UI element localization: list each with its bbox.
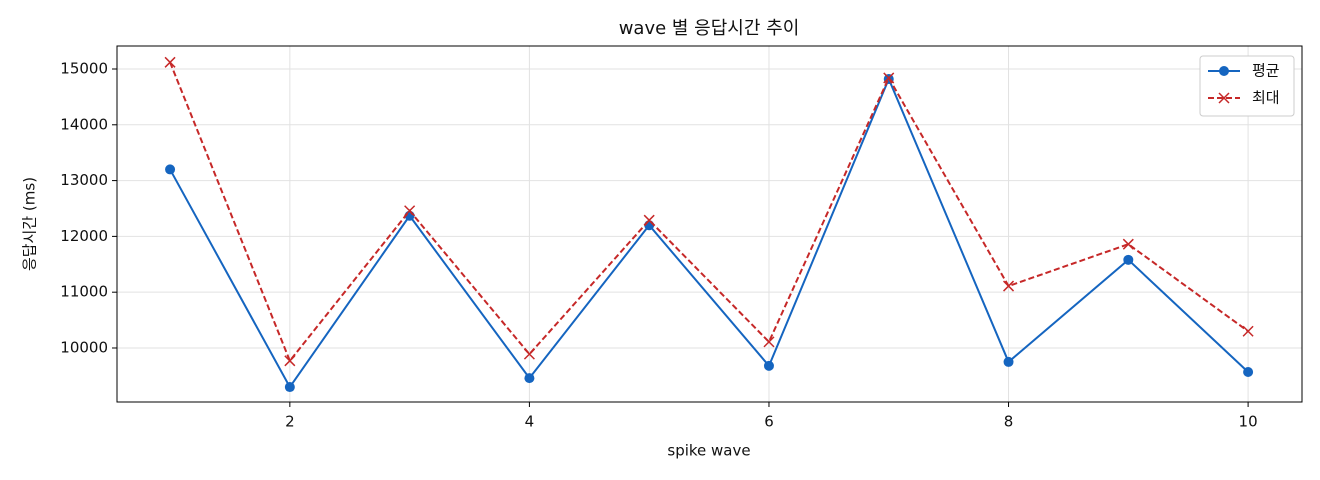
legend-marker	[1219, 66, 1229, 76]
marker	[763, 336, 775, 348]
y-tick-label: 14000	[60, 115, 108, 133]
marker	[165, 164, 176, 175]
marker	[763, 360, 774, 371]
marker	[284, 382, 295, 393]
legend-marker	[1218, 92, 1230, 104]
x-tick-label: 2	[285, 413, 295, 431]
marker	[1123, 254, 1134, 265]
y-tick-label: 15000	[60, 59, 108, 77]
legend-label: 최대	[1252, 89, 1280, 107]
series-line	[169, 61, 1249, 363]
series-line	[169, 76, 1249, 389]
marker	[1003, 356, 1014, 367]
marker	[1242, 325, 1254, 337]
marker	[1002, 280, 1015, 292]
plot-frame	[116, 45, 1303, 403]
y-axis-label: 응답시간 (ms)	[21, 177, 39, 271]
marker	[524, 373, 535, 384]
marker	[1243, 366, 1254, 377]
marker	[404, 205, 416, 217]
marker	[284, 355, 296, 367]
marker	[523, 348, 535, 360]
x-tick-label: 6	[764, 413, 774, 431]
x-axis-label: spike wave	[667, 442, 750, 460]
chart-title: wave 별 응답시간 추이	[619, 18, 800, 39]
x-tick-label: 4	[525, 413, 535, 431]
legend-label: 평균	[1252, 62, 1280, 80]
x-tick-label: 8	[1004, 413, 1014, 431]
y-tick-label: 11000	[60, 283, 108, 301]
marker	[883, 72, 895, 84]
marker	[643, 214, 655, 226]
y-tick-label: 10000	[60, 338, 108, 356]
y-tick-label: 12000	[60, 227, 108, 245]
marker	[1122, 238, 1134, 250]
y-tick-label: 13000	[60, 171, 108, 189]
legend-box	[1199, 55, 1295, 117]
x-tick-label: 10	[1239, 413, 1258, 431]
marker	[164, 56, 176, 68]
